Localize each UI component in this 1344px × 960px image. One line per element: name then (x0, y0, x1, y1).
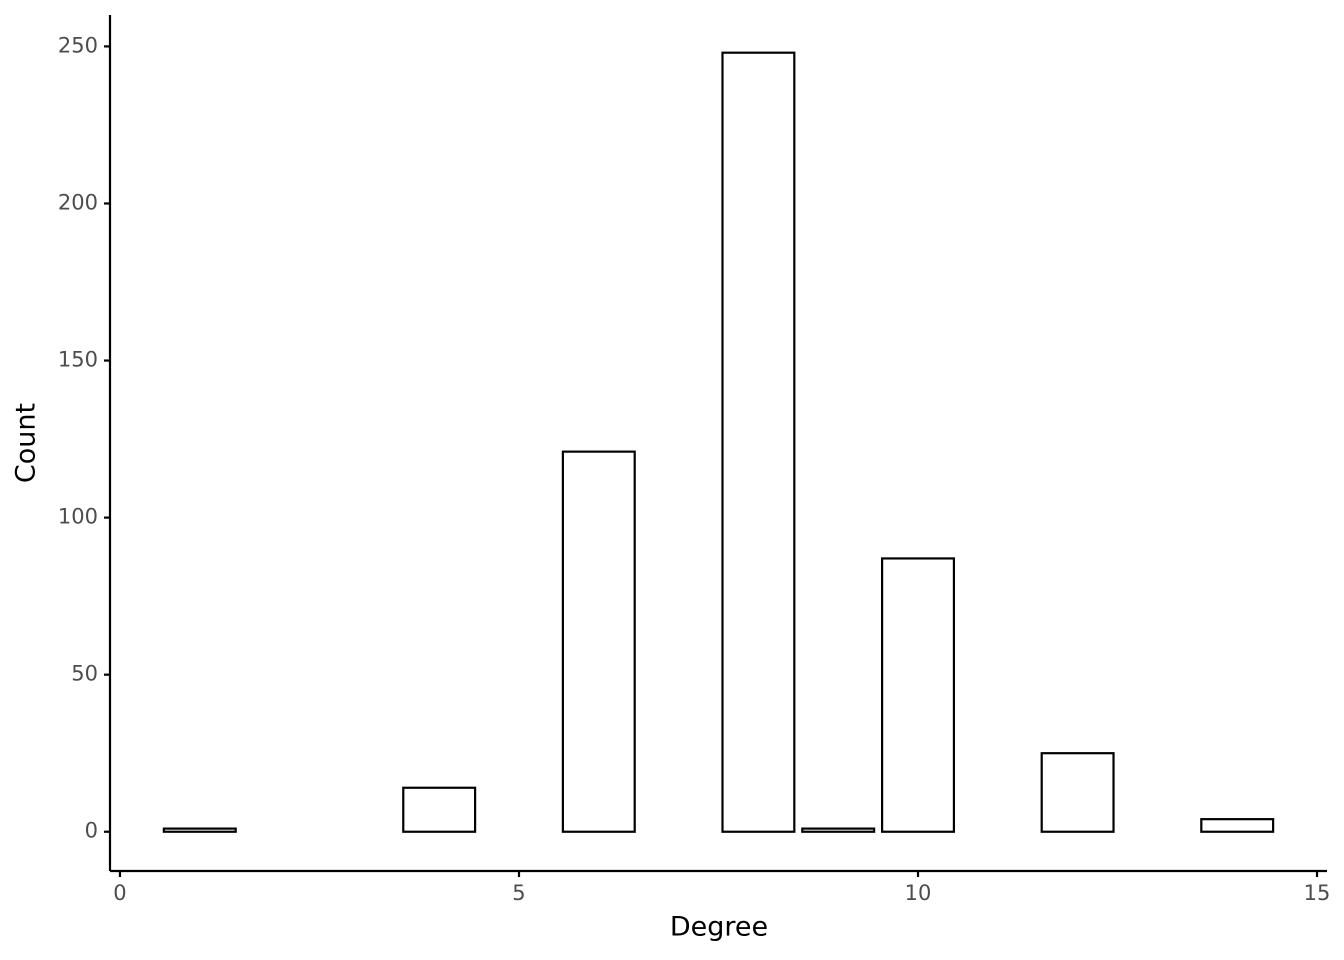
y-tick-label: 150 (58, 348, 98, 372)
bar (561, 450, 636, 833)
x-tick-label: 10 (905, 881, 932, 905)
bar (1040, 752, 1115, 833)
y-tick-label: 250 (58, 33, 98, 57)
y-tick-label: 0 (85, 819, 98, 843)
y-tick-label: 100 (58, 505, 98, 529)
bar (801, 827, 876, 833)
x-tick-label: 15 (1304, 881, 1331, 905)
x-tick-label: 0 (113, 881, 126, 905)
x-tick-label: 5 (512, 881, 525, 905)
y-tick-label: 50 (71, 662, 98, 686)
y-tick-label: 200 (58, 190, 98, 214)
bar (162, 827, 237, 833)
y-axis-title: Count (11, 403, 42, 483)
bar (402, 786, 477, 833)
bar (880, 557, 956, 833)
bar (721, 51, 796, 833)
x-axis-title: Degree (670, 912, 768, 943)
bar (1200, 818, 1275, 833)
